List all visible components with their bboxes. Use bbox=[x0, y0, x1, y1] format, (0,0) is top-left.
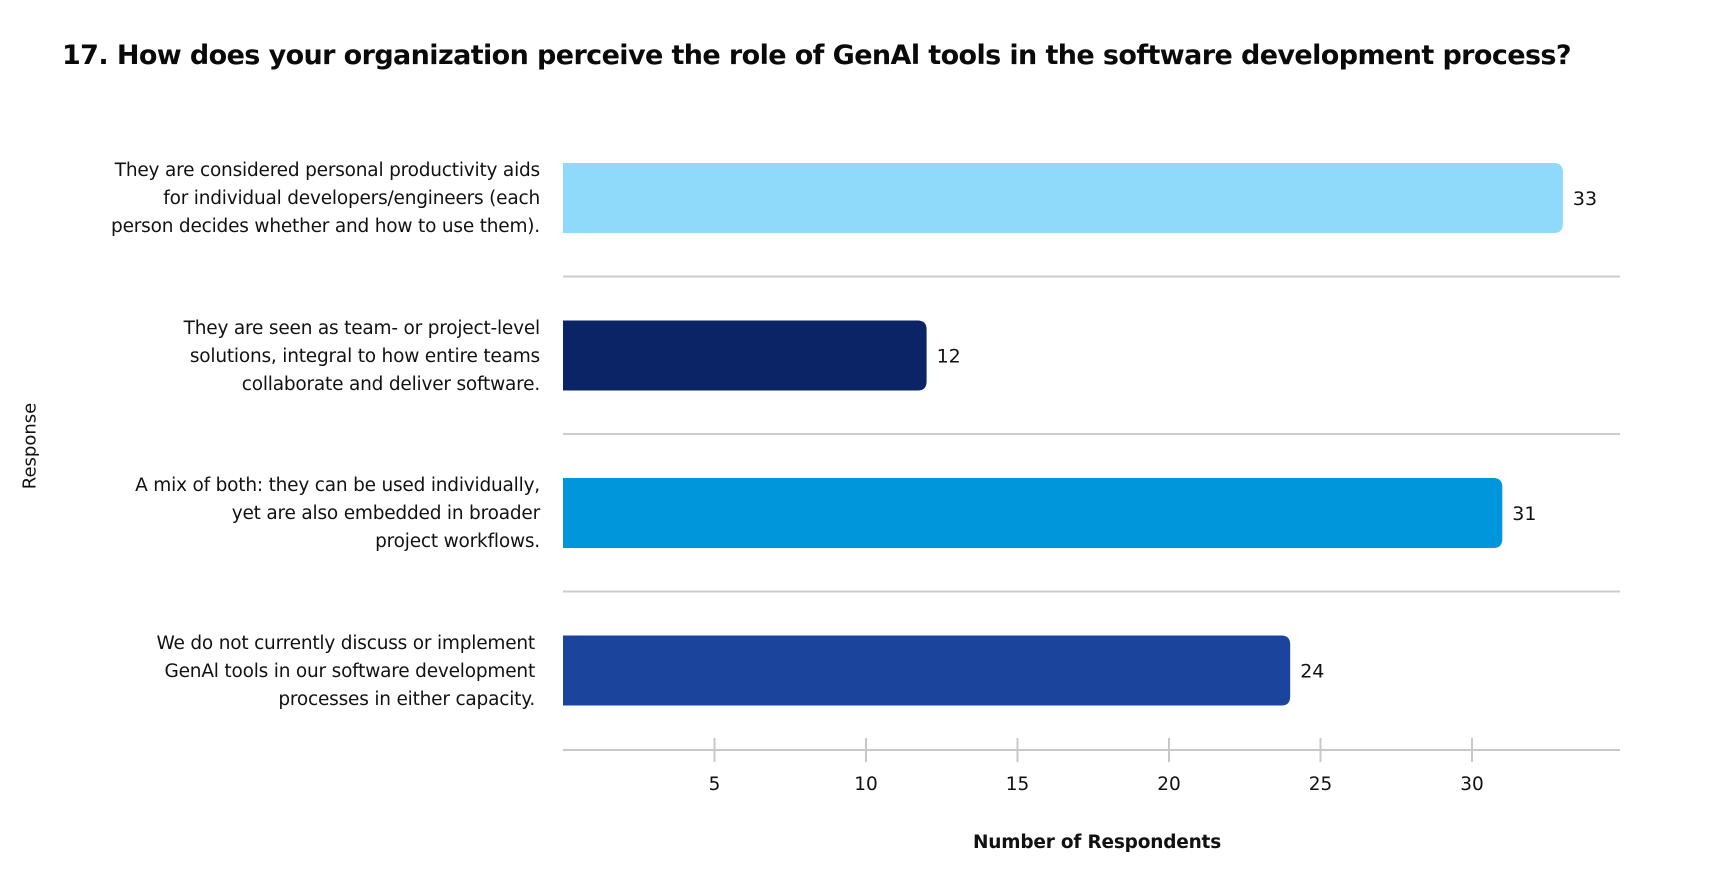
category-label-line: for individual developers/engineers (eac… bbox=[163, 188, 540, 209]
category-label-line: project workflows. bbox=[375, 531, 540, 552]
x-tick-label: 30 bbox=[1460, 774, 1484, 795]
category-label: A mix of both: they can be used individu… bbox=[70, 472, 540, 556]
category-label-line: We do not currently discuss or implement bbox=[156, 633, 536, 654]
x-tick-label: 25 bbox=[1309, 774, 1333, 795]
chart-title: 17. How does your organization perceive … bbox=[62, 40, 1572, 71]
category-label-line: solutions, integral to how entire teams bbox=[189, 346, 540, 367]
category-label: We do not currently discuss or implement… bbox=[65, 630, 536, 714]
category-label-line: They are considered personal productivit… bbox=[114, 160, 540, 181]
bar-value-label: 31 bbox=[1512, 503, 1536, 525]
x-tick-label: 15 bbox=[1006, 774, 1030, 795]
category-label-line: A mix of both: they can be used individu… bbox=[135, 475, 540, 496]
bar-value-label: 24 bbox=[1300, 661, 1324, 683]
bar bbox=[563, 635, 1291, 706]
category-label-line: They are seen as team- or project-level bbox=[183, 318, 541, 339]
x-tick-label: 20 bbox=[1157, 774, 1181, 795]
x-axis-label: Number of Respondents bbox=[972, 832, 1222, 853]
category-label: They are considered personal productivit… bbox=[70, 157, 540, 241]
category-label-line: processes in either capacity. bbox=[278, 689, 535, 710]
category-label-line: person decides whether and how to use th… bbox=[111, 216, 540, 237]
bar bbox=[563, 320, 927, 391]
x-tick-label: 10 bbox=[854, 774, 878, 795]
category-label-line: GenAl tools in our software development bbox=[164, 661, 535, 682]
category-label: They are seen as team- or project-level … bbox=[70, 315, 541, 399]
bar bbox=[563, 478, 1503, 548]
x-tick-label: 5 bbox=[709, 774, 721, 795]
category-label-line: yet are also embedded in broader bbox=[231, 503, 540, 524]
category-label-line: collaborate and deliver software. bbox=[241, 374, 540, 395]
bar-value-label: 12 bbox=[937, 346, 961, 368]
bar-value-label: 33 bbox=[1573, 188, 1597, 210]
bar bbox=[563, 163, 1563, 233]
